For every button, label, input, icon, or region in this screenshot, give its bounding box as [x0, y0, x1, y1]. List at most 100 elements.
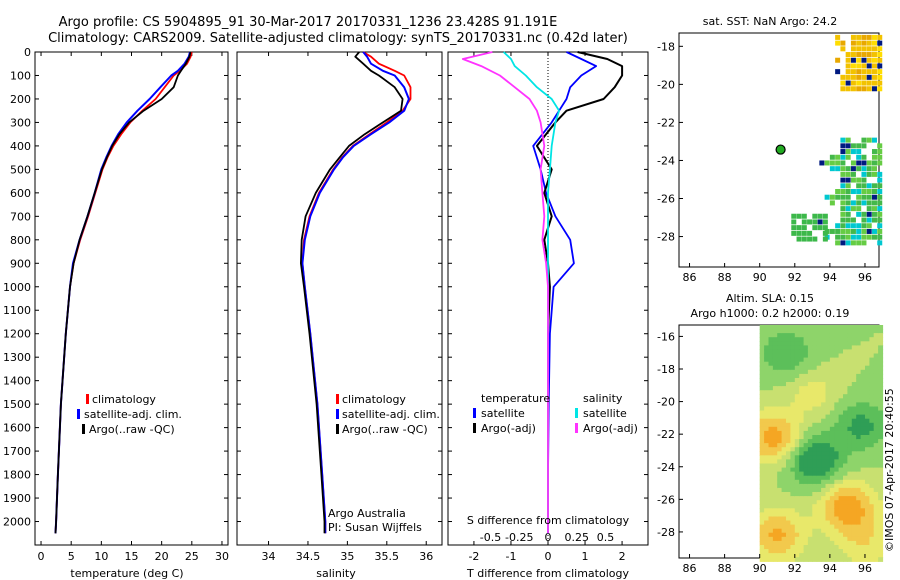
sla-pixel [851, 353, 857, 359]
sla-pixel [878, 369, 884, 375]
sla-pixel [829, 333, 835, 338]
sla-pixel [847, 435, 853, 440]
sla-pixel [790, 398, 796, 403]
sla-pixel [759, 365, 765, 371]
sst-pixel [822, 230, 828, 236]
sst-pixel [861, 69, 867, 75]
sla-pixel [851, 341, 857, 346]
sla-pixel [781, 365, 787, 371]
sla-pixel [812, 447, 818, 452]
sla-pixel [786, 536, 791, 542]
sla-pixel [851, 365, 857, 371]
sla-pixel [856, 471, 862, 477]
sla-pixel [825, 467, 831, 473]
map-y-tick-label: -28 [657, 231, 675, 244]
sla-pixel [843, 467, 848, 473]
sla-pixel [821, 504, 827, 509]
sla-pixel [878, 557, 884, 562]
sla-pixel [807, 520, 813, 526]
sla-pixel [772, 443, 778, 448]
sla-pixel [794, 426, 800, 432]
sst-pixel [807, 236, 813, 242]
sla-pixel [838, 451, 844, 456]
sst-pixel [856, 74, 862, 80]
sla-pixel [851, 553, 857, 558]
sla-pixel [816, 508, 822, 513]
sla-pixel [812, 536, 818, 542]
sla-pixel [816, 520, 822, 526]
sla-pixel [790, 520, 796, 526]
sla-pixel [851, 540, 857, 546]
legend-swatch-argo [336, 424, 339, 434]
sla-pixel [851, 508, 857, 513]
sst-pixel [856, 52, 862, 58]
sla-pixel [790, 532, 796, 538]
sla-pixel [781, 516, 787, 522]
sla-pixel [843, 426, 848, 432]
sla-pixel [834, 500, 840, 505]
sla-pixel [781, 390, 787, 395]
sla-pixel [768, 451, 774, 456]
sla-pixel [799, 549, 805, 554]
sla-pixel [873, 549, 879, 554]
sst-pixel [840, 149, 846, 155]
s-diff-tick-label: -0.25 [505, 531, 533, 544]
sla-pixel [838, 378, 844, 383]
sla-pixel [768, 500, 774, 505]
sla-pixel [843, 382, 848, 387]
sla-pixel [834, 418, 840, 424]
sla-pixel [834, 549, 840, 554]
sla-pixel [851, 487, 857, 493]
sst-pixel [866, 80, 872, 86]
sst-pixel [866, 57, 872, 63]
sla-pixel [869, 479, 875, 485]
depth-tick-label: 1600 [3, 422, 31, 435]
sla-pixel [869, 422, 875, 428]
sst-pixel [877, 80, 883, 86]
sla-pixel [865, 353, 870, 359]
sst-pixel [822, 225, 828, 231]
sla-pixel [869, 524, 875, 530]
sla-pixel [878, 447, 884, 452]
sla-pixel [781, 549, 787, 554]
sla-pixel [869, 357, 875, 363]
sst-pixel [801, 213, 807, 219]
sla-pixel [860, 430, 866, 436]
sla-pixel [790, 333, 796, 338]
sla-pixel [851, 373, 857, 379]
sla-pixel [869, 549, 875, 554]
sla-pixel [860, 394, 866, 399]
sla-pixel [807, 426, 813, 432]
sla-pixel [878, 365, 884, 371]
sla-pixel [834, 386, 840, 391]
sla-pixel [847, 333, 853, 338]
sla-pixel [786, 386, 791, 391]
sla-pixel [768, 463, 774, 469]
sst-pixel [829, 228, 835, 234]
sla-pixel [856, 341, 862, 346]
sla-pixel [860, 447, 866, 452]
sla-pixel [860, 504, 866, 509]
sla-pixel [794, 496, 800, 501]
sla-pixel [865, 557, 870, 562]
sla-pixel [786, 467, 791, 473]
sla-pixel [772, 329, 778, 334]
sla-pixel [869, 394, 875, 399]
sst-pixel [861, 223, 867, 229]
sla-pixel [816, 545, 822, 550]
sla-pixel [816, 492, 822, 497]
sla-pixel [812, 361, 818, 367]
sla-pixel [812, 378, 818, 383]
sst-pixel [840, 137, 846, 143]
sla-pixel [865, 337, 870, 342]
sla-pixel [821, 549, 827, 554]
sla-pixel [829, 353, 835, 359]
sla-pixel [794, 447, 800, 452]
sla-pixel [851, 451, 857, 456]
sla-pixel [878, 471, 884, 477]
sla-pixel [869, 536, 875, 542]
sla-pixel [777, 329, 783, 334]
s-diff-tick-label: 0.25 [565, 531, 590, 544]
sla-pixel [764, 325, 770, 330]
sla-pixel [873, 361, 879, 367]
